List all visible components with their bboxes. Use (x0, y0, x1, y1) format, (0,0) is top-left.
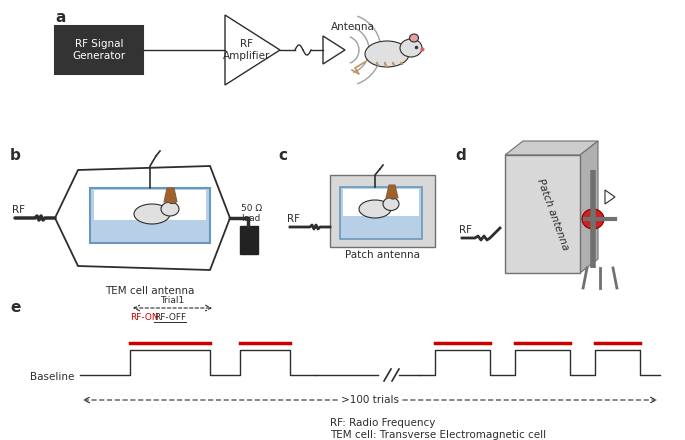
FancyBboxPatch shape (330, 175, 435, 247)
Text: RF: RF (459, 225, 472, 235)
Text: TEM cell: Transverse Electromagnetic cell: TEM cell: Transverse Electromagnetic cel… (330, 430, 546, 440)
Text: RF: Radio Frequency: RF: Radio Frequency (330, 418, 436, 428)
Ellipse shape (400, 39, 422, 57)
Polygon shape (386, 185, 398, 198)
Text: Baseline: Baseline (30, 372, 75, 382)
FancyBboxPatch shape (240, 226, 258, 254)
Ellipse shape (383, 198, 399, 210)
Ellipse shape (390, 193, 397, 199)
FancyBboxPatch shape (55, 26, 143, 74)
Text: RF Signal
Generator: RF Signal Generator (73, 39, 125, 61)
Text: 50 Ω
load: 50 Ω load (241, 204, 262, 223)
Text: d: d (455, 148, 466, 163)
Text: e: e (10, 300, 21, 315)
Ellipse shape (134, 204, 170, 224)
Polygon shape (605, 190, 615, 204)
Text: Patch antenna: Patch antenna (535, 177, 570, 251)
Ellipse shape (365, 41, 409, 67)
FancyBboxPatch shape (340, 187, 422, 239)
FancyBboxPatch shape (343, 189, 419, 216)
Text: a: a (55, 10, 65, 25)
Text: Patch antenna: Patch antenna (345, 250, 420, 260)
Polygon shape (323, 36, 345, 64)
Polygon shape (580, 141, 598, 273)
Text: >100 trials: >100 trials (341, 395, 399, 405)
Ellipse shape (410, 34, 419, 42)
Polygon shape (225, 15, 280, 85)
Text: Antenna: Antenna (331, 22, 375, 32)
Polygon shape (55, 166, 230, 270)
Text: TEM cell antenna: TEM cell antenna (105, 286, 195, 296)
Text: RF: RF (287, 214, 300, 224)
Text: RF: RF (12, 205, 25, 215)
FancyBboxPatch shape (94, 190, 206, 220)
Ellipse shape (359, 200, 391, 218)
Text: Trial1: Trial1 (160, 296, 185, 305)
Ellipse shape (168, 197, 176, 203)
Text: RF
Amplifier: RF Amplifier (223, 39, 271, 61)
Polygon shape (164, 188, 177, 202)
Polygon shape (505, 141, 598, 155)
FancyBboxPatch shape (505, 155, 580, 273)
Text: RF-OFF: RF-OFF (154, 313, 186, 322)
Text: c: c (278, 148, 287, 163)
Ellipse shape (161, 202, 179, 216)
Text: b: b (10, 148, 21, 163)
Text: RF-ON: RF-ON (130, 313, 159, 322)
Ellipse shape (582, 209, 604, 229)
FancyBboxPatch shape (90, 188, 210, 243)
